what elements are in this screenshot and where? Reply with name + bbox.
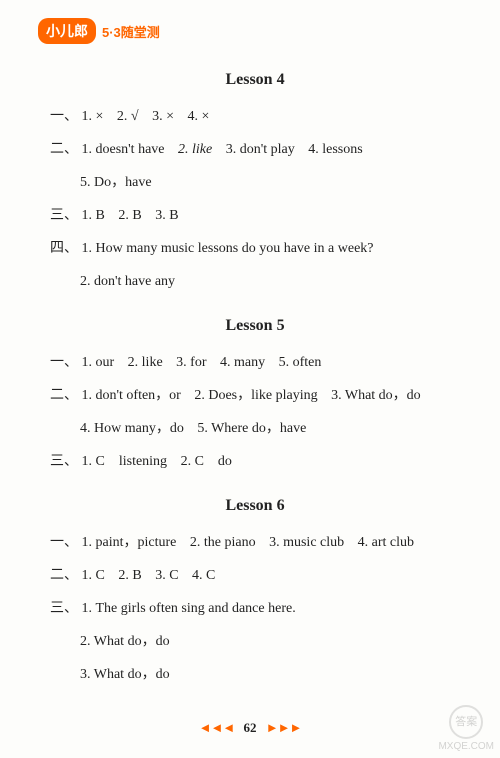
- l4-q4-label: 四、: [50, 241, 78, 256]
- l4-q2-label: 二、: [50, 142, 78, 157]
- l5-q1-i5: 5. often: [279, 355, 322, 370]
- l4-q3-label: 三、: [50, 208, 78, 223]
- l6-q3-line3: 3. What do，do: [50, 664, 460, 685]
- l6-q3-line1: 1. The girls often sing and dance here.: [82, 601, 296, 616]
- l5-q2-line2: 4. How many，do 5. Where do，have: [50, 418, 460, 439]
- l6-q2: 二、 1. C 2. B 3. C 4. C: [50, 565, 460, 586]
- l6-q3-label: 三、: [50, 601, 78, 616]
- footer-arrow-left-icon: ◄◄◄: [199, 720, 235, 735]
- l6-q1-i4: 4. art club: [358, 535, 414, 550]
- lesson4-title: Lesson 4: [50, 68, 460, 92]
- page-content: Lesson 4 一、 1. × 2. √ 3. × 4. × 二、 1. do…: [0, 0, 500, 685]
- l5-q2-i1: 1. don't often，or: [82, 388, 181, 403]
- l5-q2-label: 二、: [50, 388, 78, 403]
- l5-q1-i2: 2. like: [128, 355, 163, 370]
- l4-q1-i4: 4. ×: [188, 109, 210, 124]
- l6-q3-line2: 2. What do，do: [50, 631, 460, 652]
- brand-subtitle: 5·3随堂测: [102, 22, 160, 41]
- l6-q2-i2: 2. B: [118, 568, 141, 583]
- l6-q2-i4: 4. C: [192, 568, 215, 583]
- l4-q2-i1: 1. doesn't have: [82, 142, 165, 157]
- l6-q1-i2: 2. the piano: [190, 535, 256, 550]
- l4-q2-line1: 二、 1. doesn't have 2. like 3. don't play…: [50, 139, 460, 160]
- l4-q4-line1-wrap: 四、 1. How many music lessons do you have…: [50, 238, 460, 259]
- l5-q2-i3: 3. What do，do: [331, 388, 421, 403]
- l5-q2-i2: 2. Does，like playing: [194, 388, 317, 403]
- l4-q3-i3: 3. B: [155, 208, 178, 223]
- page-header: 小儿郎 5·3随堂测: [38, 18, 160, 44]
- l5-q1-i3: 3. for: [176, 355, 206, 370]
- l4-q3-i2: 2. B: [118, 208, 141, 223]
- brand-logo: 小儿郎: [38, 18, 96, 44]
- l6-q2-label: 二、: [50, 568, 78, 583]
- l6-q1-i1: 1. paint，picture: [82, 535, 177, 550]
- watermark-site: MXQE.COM: [438, 741, 494, 752]
- l6-q1: 一、 1. paint，picture 2. the piano 3. musi…: [50, 532, 460, 553]
- l5-q1-label: 一、: [50, 355, 78, 370]
- footer-arrow-right-icon: ►►►: [266, 720, 302, 735]
- l4-q1-i3: 3. ×: [152, 109, 174, 124]
- l4-q3: 三、 1. B 2. B 3. B: [50, 205, 460, 226]
- l4-q1-label: 一、: [50, 109, 78, 124]
- l4-q4-line1: 1. How many music lessons do you have in…: [82, 241, 374, 256]
- l5-q1-i1: 1. our: [82, 355, 115, 370]
- l4-q2-i2: 2. like: [178, 142, 212, 157]
- l4-q1: 一、 1. × 2. √ 3. × 4. ×: [50, 106, 460, 127]
- l5-q1-i4: 4. many: [220, 355, 265, 370]
- l4-q4-line2: 2. don't have any: [50, 271, 460, 292]
- lesson5-title: Lesson 5: [50, 314, 460, 338]
- watermark-circle: 答案: [449, 705, 483, 739]
- l5-q1: 一、 1. our 2. like 3. for 4. many 5. ofte…: [50, 352, 460, 373]
- l6-q3-line1-wrap: 三、 1. The girls often sing and dance her…: [50, 598, 460, 619]
- l4-q2-i3: 3. don't play: [226, 142, 295, 157]
- l4-q2-line2: 5. Do，have: [50, 172, 460, 193]
- watermark: 答案 MXQE.COM: [438, 705, 494, 752]
- l5-q3-i1: 1. C listening: [82, 454, 168, 469]
- l6-q2-i3: 3. C: [155, 568, 178, 583]
- l5-q3-i2: 2. C do: [181, 454, 232, 469]
- lesson6-title: Lesson 6: [50, 494, 460, 518]
- l5-q2-i4: 4. How many，do: [80, 421, 184, 436]
- l6-q1-label: 一、: [50, 535, 78, 550]
- l5-q3: 三、 1. C listening 2. C do: [50, 451, 460, 472]
- page-number: 62: [244, 720, 257, 735]
- l4-q1-i1: 1. ×: [82, 109, 104, 124]
- page-footer: ◄◄◄ 62 ►►►: [0, 720, 500, 736]
- l5-q2-i5: 5. Where do，have: [197, 421, 306, 436]
- l5-q3-label: 三、: [50, 454, 78, 469]
- l4-q2-i4: 4. lessons: [308, 142, 362, 157]
- l6-q1-i3: 3. music club: [269, 535, 344, 550]
- l5-q2-line1: 二、 1. don't often，or 2. Does，like playin…: [50, 385, 460, 406]
- l6-q2-i1: 1. C: [82, 568, 105, 583]
- l4-q1-i2: 2. √: [117, 109, 139, 124]
- l4-q3-i1: 1. B: [82, 208, 105, 223]
